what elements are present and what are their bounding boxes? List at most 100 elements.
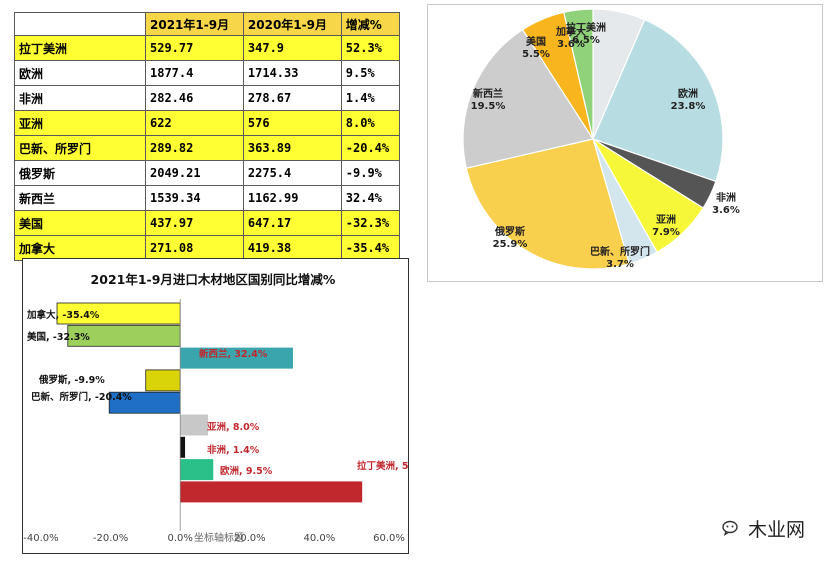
- table-row: 美国 437.97 647.17 -32.3%: [14, 210, 401, 236]
- table-row: 欧洲 1877.4 1714.33 9.5%: [14, 60, 401, 86]
- region-cell: 欧洲: [14, 60, 146, 86]
- pie-slice: [465, 138, 631, 270]
- table-header-row: 2021年1-9月 2020年1-9月 增减%: [14, 12, 401, 36]
- value-2020-cell: 576: [242, 110, 342, 136]
- x-axis-title: 坐标轴标题: [194, 531, 244, 544]
- pie-slice-value-label: 25.9%: [493, 239, 528, 250]
- bar: [180, 436, 186, 458]
- region-cell: 美国: [14, 210, 146, 236]
- x-tick-label: 0.0%: [167, 533, 192, 544]
- region-cell: 亚洲: [14, 110, 146, 136]
- pie-slice-name-label: 欧洲: [678, 87, 698, 100]
- change-cell: 32.4%: [340, 185, 401, 211]
- x-tick-label: -20.0%: [93, 533, 128, 544]
- bar: [180, 481, 363, 503]
- pie-slice: [592, 18, 724, 183]
- bar: [180, 459, 214, 481]
- pie-slice-value-label: 5.5%: [522, 49, 550, 60]
- table-row: 加拿大 271.08 419.38 -35.4%: [14, 235, 401, 261]
- pie-slice-name-label: 非洲: [716, 191, 736, 204]
- bar: [180, 347, 293, 369]
- change-cell: -20.4%: [340, 135, 401, 161]
- bar-chart-panel: 2021年1-9月进口木材地区国别同比增减% 加拿大, -35.4% 美国, -32…: [22, 258, 409, 554]
- region-cell: 新西兰: [14, 185, 146, 211]
- table-row: 巴新、所罗门 289.82 363.89 -20.4%: [14, 135, 401, 161]
- bar-data-label: 欧洲, 9.5%: [220, 465, 273, 477]
- bar-data-label: 巴新、所罗门, -20.4%: [31, 391, 132, 403]
- bar-data-label: 亚洲, 8.0%: [207, 422, 260, 433]
- bar-data-label: 加拿大, -35.4%: [26, 309, 100, 321]
- bar-data-label: 非洲, 1.4%: [207, 444, 260, 456]
- bar-data-label: 拉丁美洲, 52.3%: [357, 460, 408, 472]
- value-2020-cell: 1714.33: [242, 60, 342, 86]
- region-cell: 俄罗斯: [14, 160, 146, 186]
- pie-slice-value-label: 7.9%: [652, 227, 680, 238]
- region-cell: 加拿大: [14, 235, 146, 261]
- value-2021-cell: 1877.4: [145, 60, 244, 86]
- value-2021-cell: 1539.34: [145, 185, 244, 211]
- change-cell: 1.4%: [340, 85, 401, 111]
- value-2020-cell: 2275.4: [242, 160, 342, 186]
- value-2021-cell: 289.82: [145, 135, 244, 161]
- value-2021-cell: 437.97: [145, 210, 244, 236]
- column-header: 2020年1-9月: [242, 12, 342, 36]
- value-2021-cell: 622: [145, 110, 244, 136]
- bar-data-label: 新西兰, 32.4%: [199, 348, 268, 360]
- change-cell: -35.4%: [340, 235, 401, 261]
- pie-slice-name-label: 俄罗斯: [494, 225, 525, 238]
- watermark-text: 木业网: [748, 519, 806, 541]
- value-2020-cell: 1162.99: [242, 185, 342, 211]
- change-cell: 8.0%: [340, 110, 401, 136]
- pie-slice-value-label: 3.7%: [606, 259, 634, 270]
- table-row: 俄罗斯 2049.21 2275.4 -9.9%: [14, 160, 401, 186]
- pie-slice: [563, 8, 594, 140]
- pie-slice-value-label: 6.5%: [572, 35, 600, 46]
- x-tick-label: 60.0%: [373, 533, 405, 544]
- change-cell: 52.3%: [340, 35, 401, 61]
- bar-data-label: 俄罗斯, -9.9%: [38, 374, 105, 386]
- table-row: 亚洲 622 576 8.0%: [14, 110, 401, 136]
- pie-slice-value-label: 19.5%: [471, 101, 506, 112]
- value-2020-cell: 419.38: [242, 235, 342, 261]
- pie-slice-name-label: 亚洲: [656, 214, 676, 226]
- column-header: 增减%: [340, 12, 401, 36]
- column-header: 2021年1-9月: [145, 12, 244, 36]
- bar: [180, 414, 209, 436]
- change-cell: -32.3%: [340, 210, 401, 236]
- pie-chart-panel: 拉丁美洲 6.5% 欧洲 23.8% 非洲 3.6% 亚洲 7.9% 巴新、所罗门 3.7% 俄罗斯…: [427, 4, 823, 282]
- pie-slice: [462, 28, 594, 169]
- pie-slice-name-label: 巴新、所罗门: [590, 245, 650, 258]
- x-tick-label: 40.0%: [304, 533, 336, 544]
- value-2020-cell: 363.89: [242, 135, 342, 161]
- value-2021-cell: 529.77: [145, 35, 244, 61]
- pie-slice-value-label: 3.6%: [557, 39, 585, 50]
- watermark: 木业网: [722, 515, 805, 542]
- wechat-icon: [722, 520, 738, 536]
- value-2021-cell: 282.46: [145, 85, 244, 111]
- value-2021-cell: 271.08: [145, 235, 244, 261]
- pie-slice-value-label: 3.6%: [712, 205, 740, 216]
- pie-slice-value-label: 23.8%: [671, 101, 706, 112]
- bar-chart: 2021年1-9月进口木材地区国别同比增减% 加拿大, -35.4% 美国, -32…: [23, 272, 408, 544]
- x-tick-label: 20.0%: [234, 533, 266, 544]
- table-row: 非洲 282.46 278.67 1.4%: [14, 85, 401, 111]
- pie-slice-name-label: 拉丁美洲: [566, 21, 606, 34]
- value-2021-cell: 2049.21: [145, 160, 244, 186]
- region-cell: 巴新、所罗门: [14, 135, 146, 161]
- table-row: 新西兰 1539.34 1162.99 32.4%: [14, 185, 401, 211]
- value-2020-cell: 278.67: [242, 85, 342, 111]
- region-cell: 非洲: [14, 85, 146, 111]
- pie-slice-name-label: 加拿大: [555, 25, 586, 38]
- bar-data-label: 美国, -32.3%: [26, 331, 90, 343]
- value-2020-cell: 347.9: [242, 35, 342, 61]
- bar: [145, 369, 181, 392]
- data-table: 2021年1-9月 2020年1-9月 增减% 拉丁美洲 529.77 347.9 52.3…: [14, 12, 401, 261]
- pie-chart: 拉丁美洲6.5%欧洲23.8%非洲3.6%亚洲7.9%巴新、所罗门3.7%俄罗斯…: [462, 8, 740, 270]
- change-cell: 9.5%: [340, 60, 401, 86]
- pie-slice-name-label: 新西兰: [473, 87, 503, 100]
- change-cell: -9.9%: [340, 160, 401, 186]
- region-cell: 拉丁美洲: [14, 35, 146, 61]
- pie-slice-name-label: 美国: [526, 35, 546, 48]
- value-2020-cell: 647.17: [242, 210, 342, 236]
- bar-chart-title: 2021年1-9月进口木材地区国别同比增减%: [91, 272, 336, 287]
